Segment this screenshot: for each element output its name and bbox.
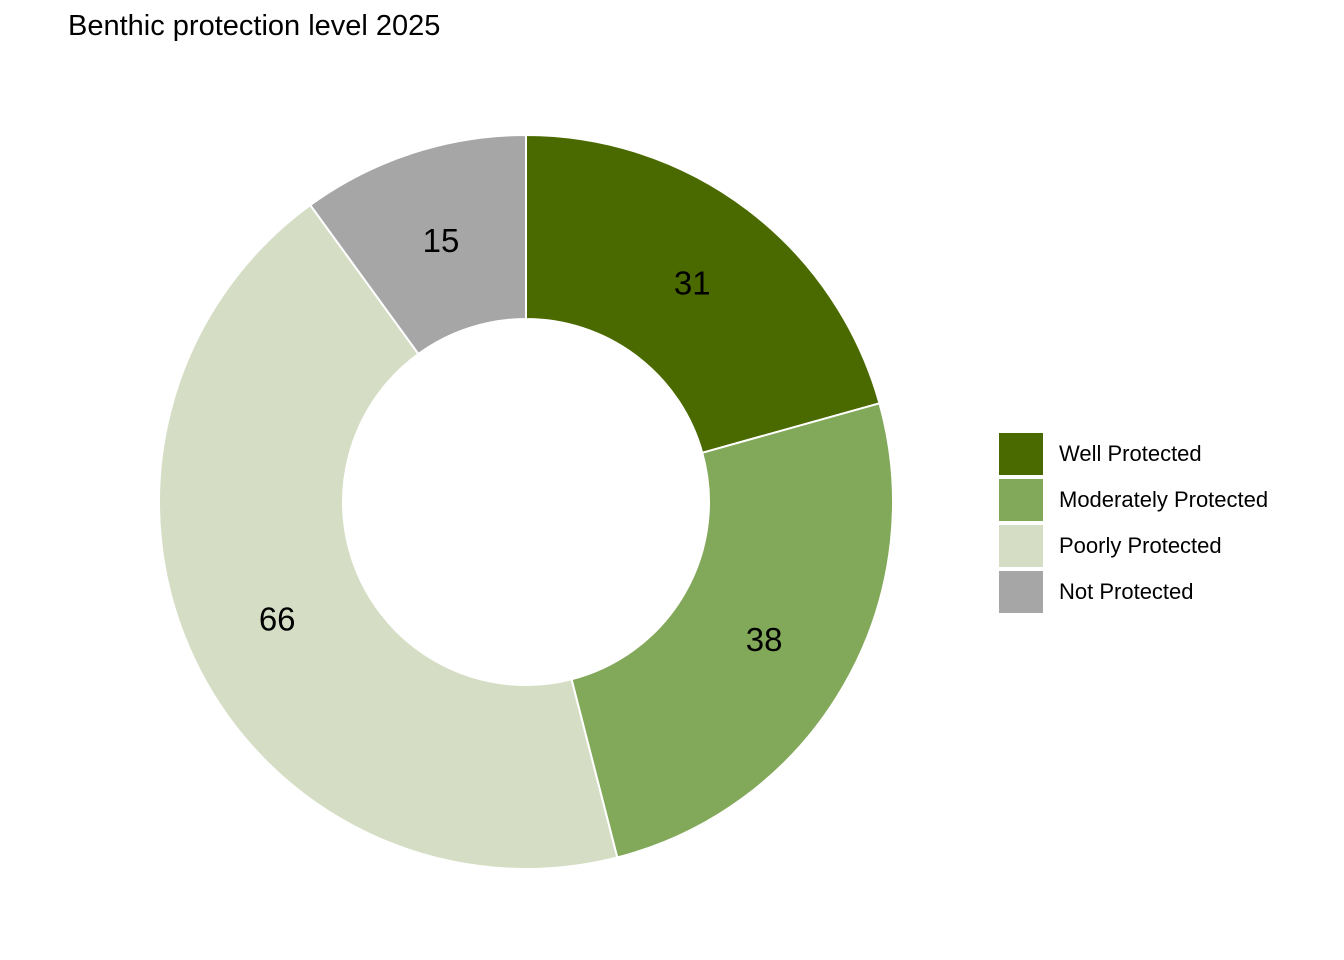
legend-label-well-protected: Well Protected <box>1059 441 1202 466</box>
legend-item-poorly-protected: Poorly Protected <box>999 523 1268 569</box>
slice-moderately-protected <box>570 402 894 859</box>
legend-item-moderately-protected: Moderately Protected <box>999 477 1268 523</box>
chart-title: Benthic protection level 2025 <box>68 10 441 42</box>
legend-label-poorly-protected: Poorly Protected <box>1059 533 1222 558</box>
legend-item-not-protected: Not Protected <box>999 569 1268 615</box>
slice-not-protected <box>308 133 527 356</box>
legend-swatch-not-protected <box>999 571 1043 613</box>
data-label-well-protected: 31 <box>674 264 711 301</box>
data-label-moderately-protected: 38 <box>746 621 783 658</box>
legend-swatch-poorly-protected <box>999 525 1043 567</box>
data-label-not-protected: 15 <box>423 222 460 259</box>
legend-label-not-protected: Not Protected <box>1059 579 1194 604</box>
legend: Well Protected Moderately Protected Poor… <box>999 431 1268 615</box>
slice-well-protected <box>525 133 881 455</box>
legend-swatch-moderately-protected <box>999 479 1043 521</box>
legend-swatch-well-protected <box>999 433 1043 475</box>
data-label-poorly-protected: 66 <box>259 601 296 638</box>
slice-poorly-protected <box>158 203 619 870</box>
legend-label-moderately-protected: Moderately Protected <box>1059 487 1269 512</box>
legend-item-well-protected: Well Protected <box>999 431 1268 477</box>
